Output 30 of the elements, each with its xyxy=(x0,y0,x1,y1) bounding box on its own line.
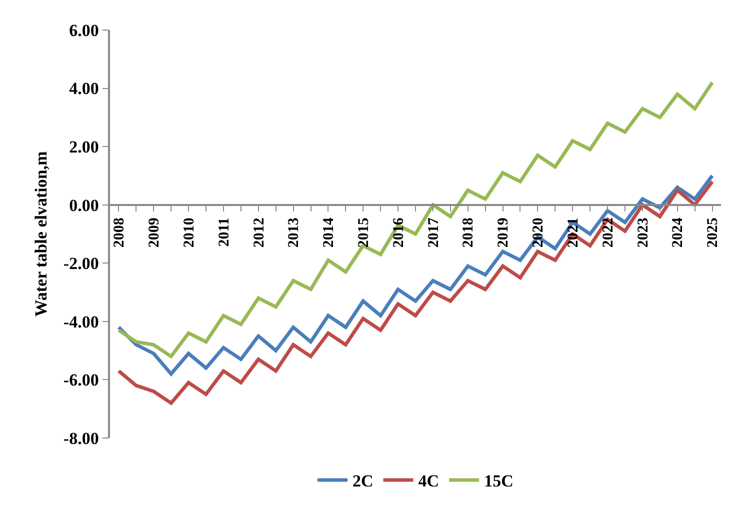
x-tick-label: 2022 xyxy=(600,218,616,248)
x-tick-label: 2011 xyxy=(216,218,232,247)
y-axis-title: Water table elvation,m xyxy=(31,151,50,317)
legend-label: 2C xyxy=(352,472,374,491)
x-tick-label: 2018 xyxy=(460,218,477,248)
x-tick-label: 2025 xyxy=(705,218,722,248)
x-tick-label: 2016 xyxy=(390,217,407,248)
x-tick-label: 2012 xyxy=(251,218,268,248)
x-tick-label: 2021 xyxy=(565,218,582,248)
x-tick-label: 2019 xyxy=(496,218,512,248)
legend-label: 15C xyxy=(484,472,514,491)
y-tick-label: 6.00 xyxy=(69,20,99,40)
y-tick-label: -8.00 xyxy=(63,428,99,448)
legend-label: 4C xyxy=(418,472,440,491)
y-tick-label: -2.00 xyxy=(63,254,99,274)
x-tick-label: 2008 xyxy=(112,218,128,248)
y-tick-label: 4.00 xyxy=(69,79,99,98)
y-tick-label: -6.00 xyxy=(63,370,99,390)
x-tick-label: 2017 xyxy=(426,217,442,248)
y-tick-label: 2.00 xyxy=(69,138,99,157)
x-tick-label: 2023 xyxy=(635,218,652,248)
x-tick-label: 2010 xyxy=(181,218,198,248)
x-tick-label: 2009 xyxy=(146,218,163,248)
y-tick-label: 0.00 xyxy=(69,196,99,215)
x-tick-label: 2013 xyxy=(286,218,302,248)
y-tick-label: -4.00 xyxy=(63,312,99,332)
x-tick-label: 2015 xyxy=(356,218,372,248)
x-tick-label: 2014 xyxy=(321,217,338,248)
x-tick-label: 2020 xyxy=(530,218,547,248)
x-tick-label: 2024 xyxy=(670,217,686,248)
